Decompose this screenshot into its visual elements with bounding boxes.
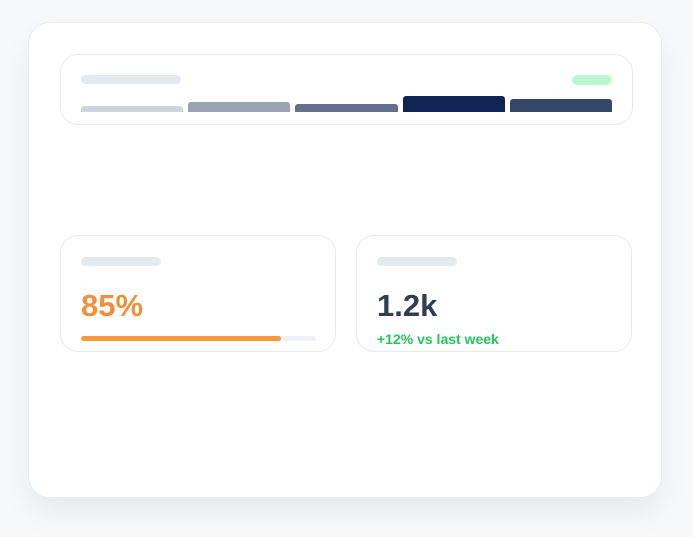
weekly-change-text: +12% vs last week: [377, 331, 499, 347]
bar-chart: [81, 96, 612, 112]
completion-stat-card: 85%: [60, 235, 336, 352]
dashboard-card: 85% 1.2k +12% vs last week: [28, 22, 662, 498]
volume-value: 1.2k: [377, 288, 438, 323]
completion-label-placeholder: [81, 257, 161, 266]
trend-chart-card: [60, 54, 633, 125]
chart-title-placeholder: [81, 75, 181, 84]
chart-bar-3: [295, 104, 398, 112]
completion-value: 85%: [81, 288, 144, 323]
completion-progress-fill: [81, 336, 281, 341]
chart-bar-4: [402, 96, 505, 112]
chart-bar-2: [188, 101, 291, 112]
chart-bar-1: [81, 106, 184, 112]
volume-label-placeholder: [377, 257, 457, 266]
chart-status-pill: [572, 75, 612, 85]
volume-stat-card: 1.2k +12% vs last week: [356, 235, 632, 352]
chart-bar-5: [509, 99, 612, 112]
completion-progress-track: [81, 336, 316, 341]
